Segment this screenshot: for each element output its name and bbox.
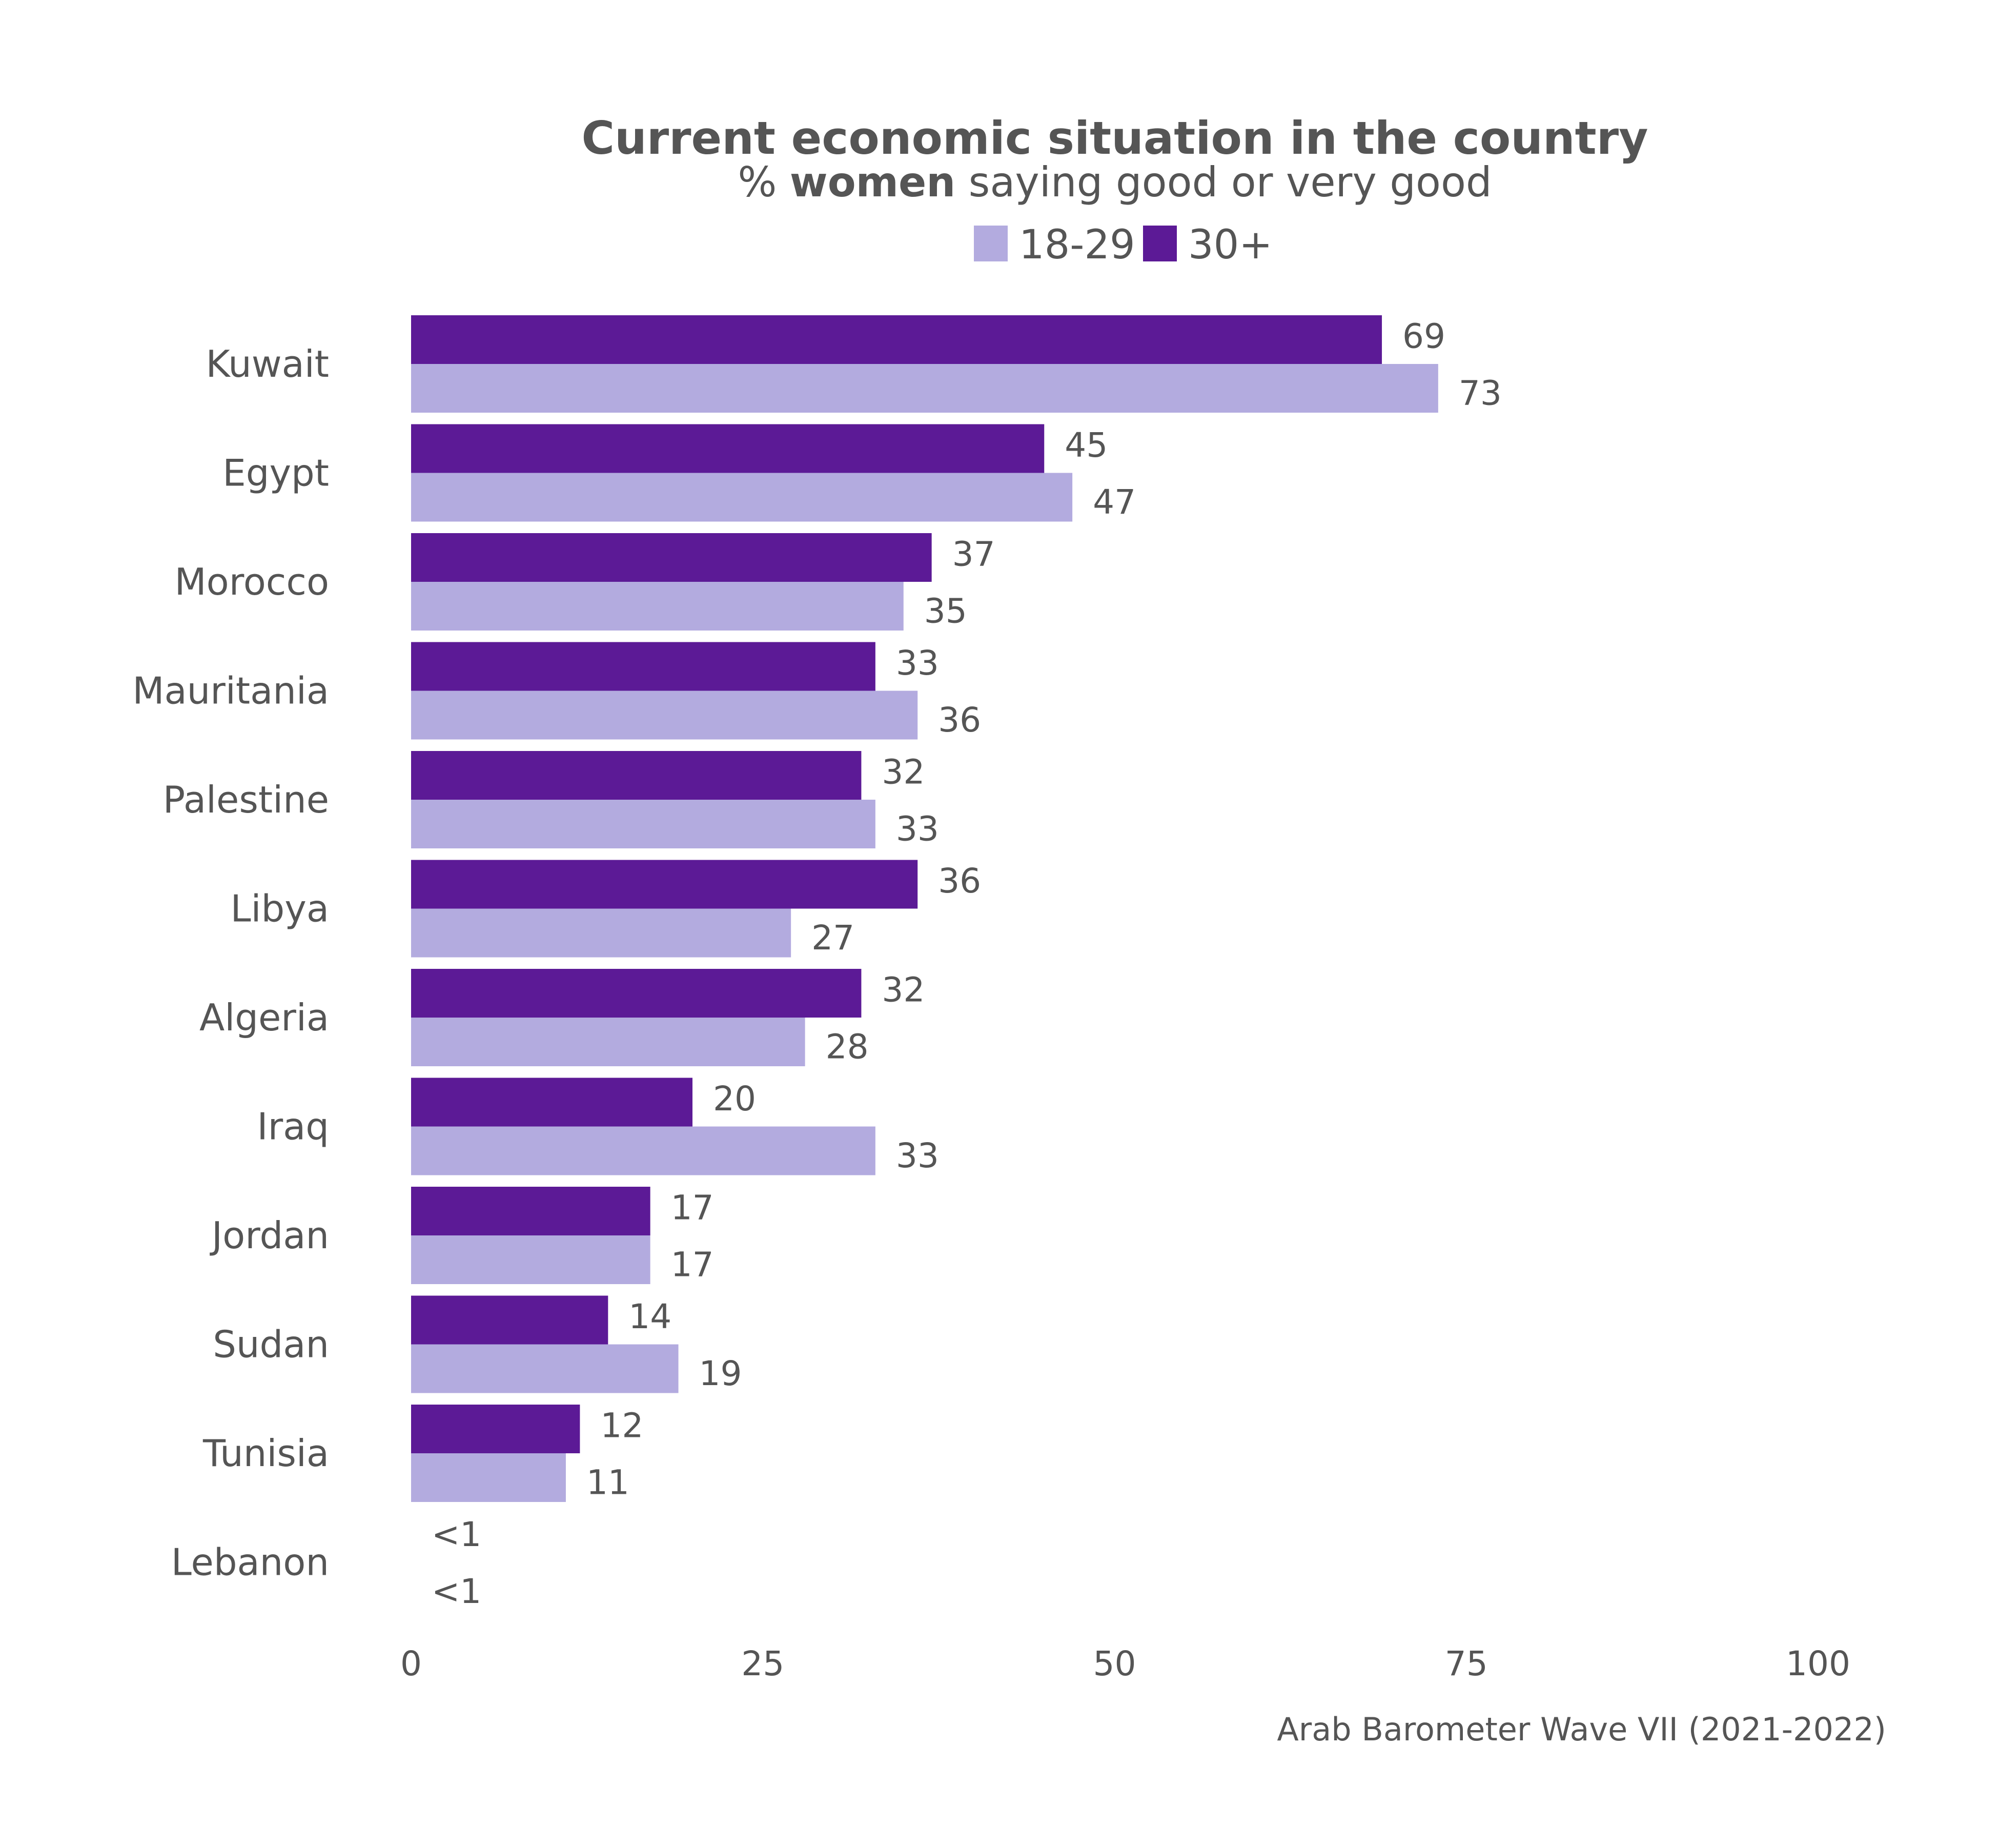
bar-30+-kuwait xyxy=(411,315,1382,364)
data-label: 14 xyxy=(628,1297,671,1336)
data-label: 35 xyxy=(924,592,967,631)
category-label: Sudan xyxy=(213,1323,329,1366)
subtitle-prefix: % xyxy=(738,158,789,206)
data-label: 45 xyxy=(1065,425,1108,465)
subtitle-bold: women xyxy=(790,158,955,206)
bar-18-29-tunisia xyxy=(411,1453,566,1502)
data-label: 17 xyxy=(671,1188,714,1228)
x-tick-label: 100 xyxy=(1786,1644,1850,1683)
category-label: Iraq xyxy=(257,1105,329,1148)
bar-30+-egypt xyxy=(411,424,1045,473)
bar-30+-sudan xyxy=(411,1295,608,1345)
data-label: 12 xyxy=(600,1406,643,1446)
bar-30+-mauritania xyxy=(411,642,875,691)
data-label: 33 xyxy=(896,1136,939,1175)
data-label: 37 xyxy=(952,535,995,574)
data-label: <1 xyxy=(432,1515,481,1554)
bar-30+-morocco xyxy=(411,533,932,582)
category-label: Mauritania xyxy=(132,669,329,713)
bar-30+-iraq xyxy=(411,1078,692,1127)
data-label: 32 xyxy=(882,753,925,792)
legend-swatch-18-29 xyxy=(974,226,1008,261)
category-label: Egypt xyxy=(222,452,329,495)
bar-30+-tunisia xyxy=(411,1405,580,1453)
bar-18-29-algeria xyxy=(411,1018,805,1066)
category-label: Libya xyxy=(230,887,329,930)
data-label: 11 xyxy=(586,1463,629,1502)
legend-swatch-30+ xyxy=(1143,226,1177,261)
bar-18-29-mauritania xyxy=(411,691,918,740)
data-label: 47 xyxy=(1093,482,1136,522)
bar-18-29-kuwait xyxy=(411,364,1438,413)
data-label: 20 xyxy=(713,1079,756,1119)
bar-30+-libya xyxy=(411,860,918,909)
x-tick-label: 75 xyxy=(1445,1644,1488,1683)
subtitle-suffix: saying good or very good xyxy=(955,158,1492,206)
category-label: Morocco xyxy=(175,560,329,603)
legend-label-18-29: 18-29 xyxy=(1019,222,1135,268)
bar-18-29-palestine xyxy=(411,800,875,848)
data-label: 73 xyxy=(1459,374,1502,413)
data-label: <1 xyxy=(432,1572,481,1611)
bar-18-29-sudan xyxy=(411,1344,679,1393)
x-tick-label: 25 xyxy=(741,1644,784,1683)
plot-area: Kuwait 69 73 Egypt 45 47 Morocco 37 35 Mauritania… xyxy=(132,315,1502,1611)
bar-18-29-morocco xyxy=(411,582,904,631)
chart-subtitle: % women saying good or very good xyxy=(738,158,1492,206)
data-label: 19 xyxy=(699,1354,742,1393)
category-label: Jordan xyxy=(210,1214,329,1257)
legend: 18-29 30+ xyxy=(974,222,1273,268)
category-label: Lebanon xyxy=(171,1541,329,1584)
data-label: 33 xyxy=(896,809,939,849)
x-tick-label: 50 xyxy=(1093,1644,1136,1683)
data-label: 32 xyxy=(882,970,925,1010)
data-label: 69 xyxy=(1402,317,1445,356)
category-label: Kuwait xyxy=(206,342,329,385)
bar-30+-algeria xyxy=(411,969,862,1018)
category-label: Tunisia xyxy=(202,1432,329,1475)
caption: Arab Barometer Wave VII (2021-2022) xyxy=(1277,1711,1886,1748)
x-axis: 0 25 50 75 100 xyxy=(400,1644,1850,1683)
x-tick-label: 0 xyxy=(400,1644,422,1683)
chart-title: Current economic situation in the countr… xyxy=(582,112,1648,165)
data-label: 36 xyxy=(938,861,981,901)
bar-18-29-libya xyxy=(411,908,791,958)
data-label: 28 xyxy=(826,1027,869,1067)
bar-18-29-egypt xyxy=(411,473,1073,522)
bar-18-29-jordan xyxy=(411,1235,650,1284)
data-label: 17 xyxy=(671,1245,714,1285)
data-label: 27 xyxy=(811,918,854,958)
legend-label-30+: 30+ xyxy=(1188,222,1273,268)
category-label: Palestine xyxy=(163,778,329,821)
bar-30+-jordan xyxy=(411,1187,650,1235)
bar-30+-palestine xyxy=(411,751,862,800)
category-label: Algeria xyxy=(199,996,329,1039)
bar-18-29-iraq xyxy=(411,1126,875,1175)
data-label: 33 xyxy=(896,643,939,683)
data-label: 36 xyxy=(938,700,981,740)
